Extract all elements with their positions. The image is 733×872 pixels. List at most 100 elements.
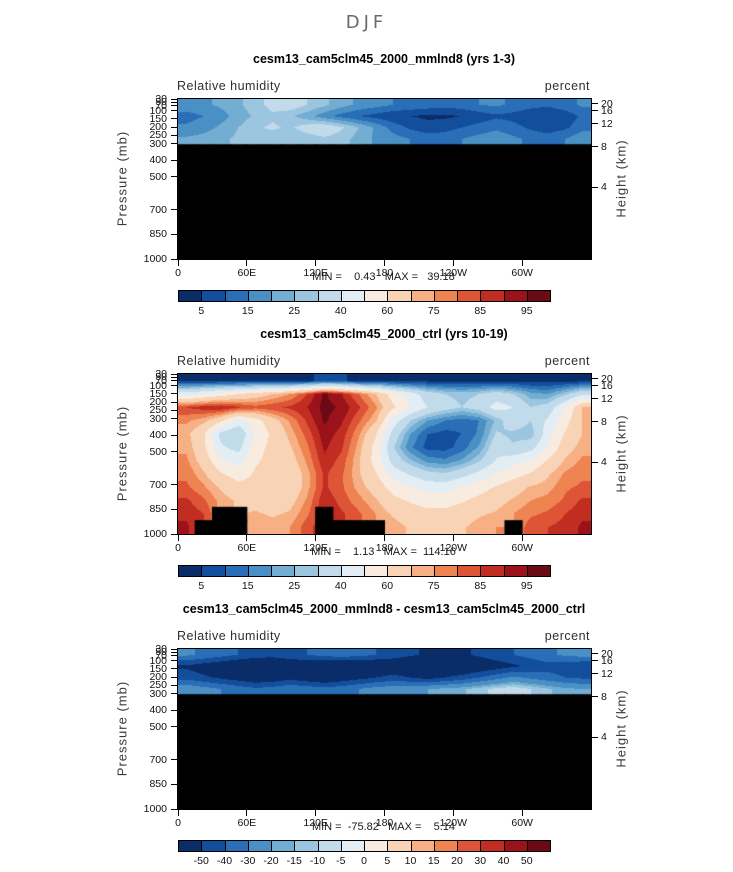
contour-plot: 30 50 70 100 150 200 250 300 400 500 700 850 1000 20 1… <box>144 369 613 554</box>
minmax-label: MIN = -75.82 MAX = 5.14 <box>311 821 456 833</box>
pressure-tick-label: 70 <box>155 99 167 112</box>
pressure-tick-mark <box>171 434 177 436</box>
pressure-tick-label: 300 <box>149 137 167 150</box>
longitude-tick-label: 60W <box>511 267 533 279</box>
pressure-tick-label: 200 <box>149 671 167 684</box>
longitude-tick-label: 180 <box>375 542 394 554</box>
colorbar-segment <box>225 565 249 577</box>
colorbar-tick-label: 75 <box>427 580 440 592</box>
colorbar-segment <box>434 290 458 302</box>
height-tick-mark <box>592 736 598 738</box>
pressure-tick-mark <box>171 176 177 178</box>
pressure-tick-label: 150 <box>149 112 167 125</box>
colorbar-segment <box>457 565 481 577</box>
pressure-tick-mark <box>171 373 177 375</box>
pressure-tick-mark <box>171 401 177 403</box>
pressure-tick-mark <box>171 409 177 411</box>
pressure-tick-label: 500 <box>149 720 167 733</box>
pressure-tick-label: 50 <box>155 96 167 109</box>
pressure-axis-title: Pressure (mb) <box>114 130 130 227</box>
colorbar-segment <box>480 840 505 852</box>
longitude-tick-mark <box>246 535 248 541</box>
contour-canvas <box>178 649 591 809</box>
pressure-tick-mark <box>171 660 177 662</box>
longitude-tick-mark <box>177 810 179 816</box>
height-tick-label: 12 <box>601 117 613 130</box>
colorbar-segment <box>341 565 365 577</box>
colorbar-segment <box>434 565 458 577</box>
longitude-tick-label: 120E <box>303 267 328 279</box>
pressure-tick-label: 30 <box>155 368 167 380</box>
pressure-tick-mark <box>171 134 177 136</box>
colorbar-segment <box>201 565 226 577</box>
height-tick-label: 12 <box>601 392 613 405</box>
colorbar-segment <box>178 290 202 302</box>
pressure-tick-label: 300 <box>149 412 167 425</box>
panel-case2: cesm13_cam5clm45_2000_ctrl (yrs 10-19) R… <box>0 327 733 602</box>
height-tick-mark <box>592 696 598 698</box>
colorbar-segment <box>457 290 481 302</box>
height-tick-label: 8 <box>601 690 607 703</box>
pressure-tick-label: 700 <box>149 753 167 766</box>
colorbar-segment <box>294 565 319 577</box>
colorbar-segment <box>248 290 272 302</box>
units-label: percent <box>544 354 590 368</box>
colorbar-segment <box>504 290 528 302</box>
colorbar-segment <box>387 290 412 302</box>
pressure-tick-label: 150 <box>149 387 167 400</box>
pressure-tick-label: 250 <box>149 404 167 417</box>
colorbar-segment <box>364 840 388 852</box>
minmax-label: MIN = 0.43 MAX = 39.18 <box>312 271 455 283</box>
colorbar-tick-label: -40 <box>216 855 233 867</box>
colorbar-segment <box>341 840 365 852</box>
longitude-tick-label: 120W <box>439 542 468 554</box>
longitude-tick-mark <box>452 810 454 816</box>
colorbar-segment <box>480 290 505 302</box>
colorbar-segment <box>271 290 295 302</box>
height-axis-title: Height (km) <box>613 139 629 218</box>
panel-title: cesm13_cam5clm45_2000_mmlnd8 (yrs 1-3) <box>253 52 515 66</box>
colorbar-segment <box>271 840 295 852</box>
longitude-tick-label: 0 <box>175 542 181 554</box>
longitude-tick-mark <box>177 260 179 266</box>
longitude-tick-mark <box>315 810 317 816</box>
colorbar <box>178 290 551 302</box>
minmax-label: MIN = 1.13 MAX = 114.16 <box>311 546 456 558</box>
contour-plot: 30 50 70 100 150 200 250 300 400 500 700 850 1000 20 1… <box>144 644 613 829</box>
height-axis-title: Height (km) <box>613 414 629 493</box>
pressure-tick-label: 500 <box>149 445 167 458</box>
colorbar-tick-label: 25 <box>288 305 301 317</box>
longitude-tick-mark <box>384 810 385 816</box>
pressure-tick-label: 250 <box>149 679 167 692</box>
pressure-tick-mark <box>171 484 177 485</box>
pressure-tick-mark <box>171 648 177 650</box>
colorbar-segment <box>387 565 412 577</box>
longitude-tick-label: 120W <box>439 267 468 279</box>
pressure-tick-mark <box>171 258 177 260</box>
longitude-tick-label: 120E <box>303 817 328 829</box>
units-label: percent <box>544 79 590 93</box>
pressure-tick-label: 300 <box>149 687 167 700</box>
height-tick-mark <box>592 398 598 400</box>
pressure-tick-mark <box>171 118 177 120</box>
height-tick-label: 12 <box>601 667 613 680</box>
longitude-tick-label: 60W <box>511 542 533 554</box>
pressure-tick-label: 150 <box>149 662 167 675</box>
panel-difference: cesm13_cam5clm45_2000_mmlnd8 - cesm13_ca… <box>0 602 733 872</box>
pressure-tick-label: 250 <box>149 129 167 142</box>
pressure-axis-title: Pressure (mb) <box>114 680 130 777</box>
colorbar-tick-label: -5 <box>336 855 346 867</box>
height-tick-label: 4 <box>601 456 607 469</box>
pressure-tick-label: 1000 <box>143 253 167 265</box>
panel-title: cesm13_cam5clm45_2000_mmlnd8 - cesm13_ca… <box>182 602 586 616</box>
colorbar-segment <box>318 290 342 302</box>
panel-case1: cesm13_cam5clm45_2000_mmlnd8 (yrs 1-3) R… <box>0 52 733 327</box>
colorbar-tick-label: 15 <box>241 305 254 317</box>
longitude-tick-label: 60E <box>237 267 257 279</box>
colorbar-segment <box>318 840 342 852</box>
pressure-tick-label: 850 <box>149 228 167 241</box>
pressure-tick-label: 500 <box>149 170 167 183</box>
pressure-axis-title: Pressure (mb) <box>114 405 130 502</box>
pressure-tick-mark <box>171 393 177 395</box>
longitude-tick-label: 60W <box>511 817 533 829</box>
